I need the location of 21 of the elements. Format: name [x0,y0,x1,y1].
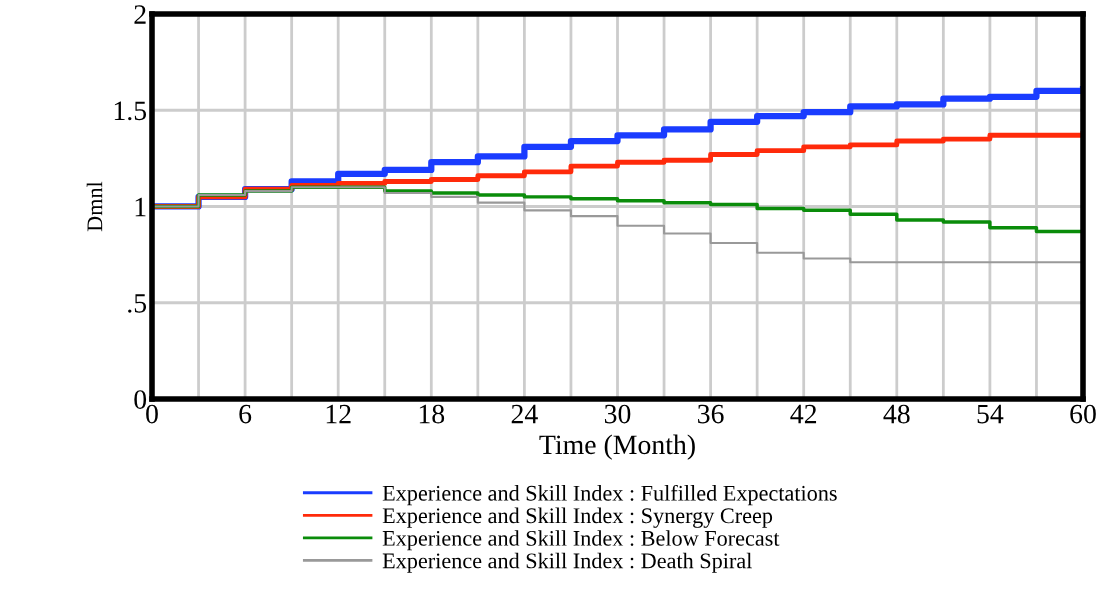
y-tick-label: 1 [135,197,146,217]
legend-label: Experience and Skill Index : Fulfilled Expectations [382,484,837,506]
legend-label: Experience and Skill Index : Synergy Creep [382,507,773,528]
y-tick-label: .5 [128,294,147,313]
legend-label: Experience and Skill Index : Below Forecast [382,530,780,551]
x-tick-label: 42 [790,404,817,424]
legend-label: Experience and Skill Index : Death Spiral [382,552,752,573]
x-tick-label: 48 [883,404,910,424]
x-tick-label: 6 [239,404,252,424]
x-tick-label: 54 [977,404,1004,424]
y-tick-label: 2 [134,5,146,24]
x-tick-label: 36 [698,404,724,424]
x-tick-label: 12 [326,404,351,424]
y-axis-title: Dmnl [86,181,103,232]
y-tick-label: 1.5 [114,101,147,121]
y-tick-label: 0 [134,390,147,409]
x-tick-label: 24 [511,404,538,424]
x-tick-label: 60 [1070,404,1096,424]
x-tick-label: 30 [604,404,631,424]
x-tick-label: 18 [419,404,445,424]
x-axis-title: Time (Month) [539,434,695,460]
